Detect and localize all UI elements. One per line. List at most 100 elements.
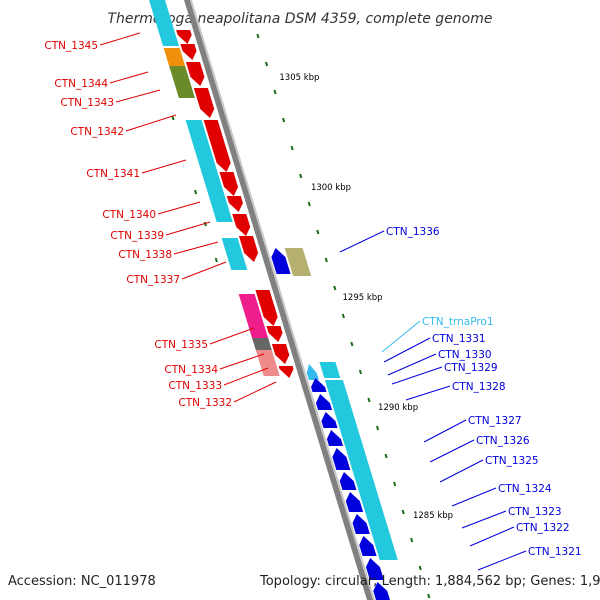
scale-dash — [214, 257, 218, 263]
scale-dash — [341, 313, 345, 319]
scale-tick-label: 1285 kbp — [413, 511, 453, 521]
right-gene-label: CTN_1331 — [432, 333, 486, 345]
cds-feature — [255, 350, 280, 376]
left-gene-label: CTN_1339 — [110, 230, 164, 242]
reverse-gene — [315, 394, 333, 410]
cds-feature — [284, 248, 312, 276]
leader-line — [423, 419, 467, 443]
forward-gene — [180, 44, 197, 60]
left-gene-label: CTN_1344 — [54, 78, 108, 90]
forward-gene — [238, 236, 259, 262]
left-gene-label: CTN_1333 — [168, 380, 222, 392]
scale-dash — [358, 369, 363, 375]
left-gene-label: CTN_1342 — [70, 126, 124, 138]
trna-feature — [306, 364, 319, 380]
forward-gene — [255, 290, 278, 326]
scale-dash — [256, 33, 260, 39]
leader-line — [181, 261, 227, 280]
leader-line — [429, 439, 475, 463]
left-gene-label: CTN_1341 — [86, 168, 140, 180]
scale-tick-label: 1305 kbp — [279, 73, 319, 83]
scale-dash — [427, 593, 431, 599]
accession-text: Accession: NC_011978 — [8, 574, 156, 589]
reverse-gene — [326, 430, 344, 446]
scale-dash — [350, 341, 354, 347]
scale-dash — [333, 285, 337, 291]
leader-line — [173, 241, 219, 255]
leader-line — [157, 201, 201, 215]
leader-line — [451, 487, 497, 507]
right-gene-label: CTN_1330 — [438, 349, 492, 361]
forward-gene — [185, 62, 205, 86]
leader-line — [477, 550, 527, 571]
reverse-gene — [271, 248, 291, 274]
reverse-gene — [321, 412, 338, 428]
right-gene-label: CTN_1322 — [516, 522, 570, 534]
cds-feature — [252, 338, 272, 350]
leader-line — [141, 159, 187, 174]
right-gene-label: CTN_1321 — [528, 546, 582, 558]
cds-feature — [324, 380, 398, 560]
forward-gene — [278, 366, 294, 378]
topology-text: Topology: circular; Length: 1,884,562 bp… — [260, 574, 600, 589]
leader-line — [233, 381, 277, 403]
scale-dash — [401, 509, 405, 515]
leader-line — [405, 385, 451, 401]
scale-tick-label: 1290 kbp — [378, 403, 418, 413]
scale-dash — [203, 221, 207, 227]
left-gene-label: CTN_1335 — [154, 339, 208, 351]
scale-dash — [418, 565, 422, 571]
cds-feature — [319, 362, 341, 378]
leader-line — [339, 230, 385, 253]
right-gene-label: CTN_1336 — [386, 226, 440, 238]
leader-line — [125, 114, 177, 132]
forward-gene — [176, 30, 192, 44]
forward-gene — [203, 120, 231, 172]
gene-labels: CTN_1345 CTN_1344 CTN_1343 CTN_1342 CTN_1341… — [44, 32, 582, 571]
scale-dash — [410, 537, 414, 543]
genome-backbone — [184, 0, 373, 600]
reverse-gene — [332, 448, 351, 470]
scale-dash — [393, 481, 397, 487]
right-gene-label: CTN_1323 — [508, 506, 562, 518]
leader-line — [469, 526, 515, 547]
leader-line — [223, 367, 269, 386]
left-gene-label: CTN_1345 — [44, 40, 98, 52]
scale-tick-label: 1300 kbp — [311, 183, 351, 193]
forward-gene — [219, 172, 239, 196]
forward-gene — [226, 196, 243, 212]
cds-feature — [149, 0, 180, 46]
right-gene-label: CTN_1324 — [498, 483, 552, 495]
forward-gene — [271, 344, 290, 364]
left-gene-label: CTN_1337 — [126, 274, 180, 286]
scale-dash — [264, 61, 269, 67]
scale-tick-label: 1295 kbp — [343, 293, 383, 303]
scale-dash — [273, 89, 277, 95]
leader-line — [99, 32, 141, 46]
leader-line — [381, 320, 421, 353]
scale-dash — [367, 397, 371, 403]
left-gene-label: CTN_1338 — [118, 249, 172, 261]
leader-line — [209, 327, 255, 345]
backbone-shadow — [190, 0, 375, 600]
right-gene-label: CTN_1328 — [452, 381, 506, 393]
forward-gene — [266, 326, 283, 342]
scale-dash — [171, 115, 175, 121]
right-gene-label: CTN_1325 — [485, 455, 539, 467]
leader-line — [165, 221, 211, 236]
forward-gene — [232, 214, 251, 236]
scale-ticks: 1305 kbp 1300 kbp 1295 kbp 1290 kbp 1285 kbp — [171, 33, 453, 599]
right-gene-label: CTN_1326 — [476, 435, 530, 447]
leader-line — [219, 353, 265, 370]
scale-dash — [375, 425, 380, 431]
cds-feature — [210, 200, 233, 222]
gene-tracks — [149, 0, 398, 600]
scale-dash — [193, 189, 198, 195]
leader-line — [391, 366, 443, 385]
cds-feature — [169, 66, 195, 98]
scale-dash — [290, 145, 294, 151]
scale-dash — [307, 201, 311, 207]
reverse-gene — [373, 582, 390, 600]
